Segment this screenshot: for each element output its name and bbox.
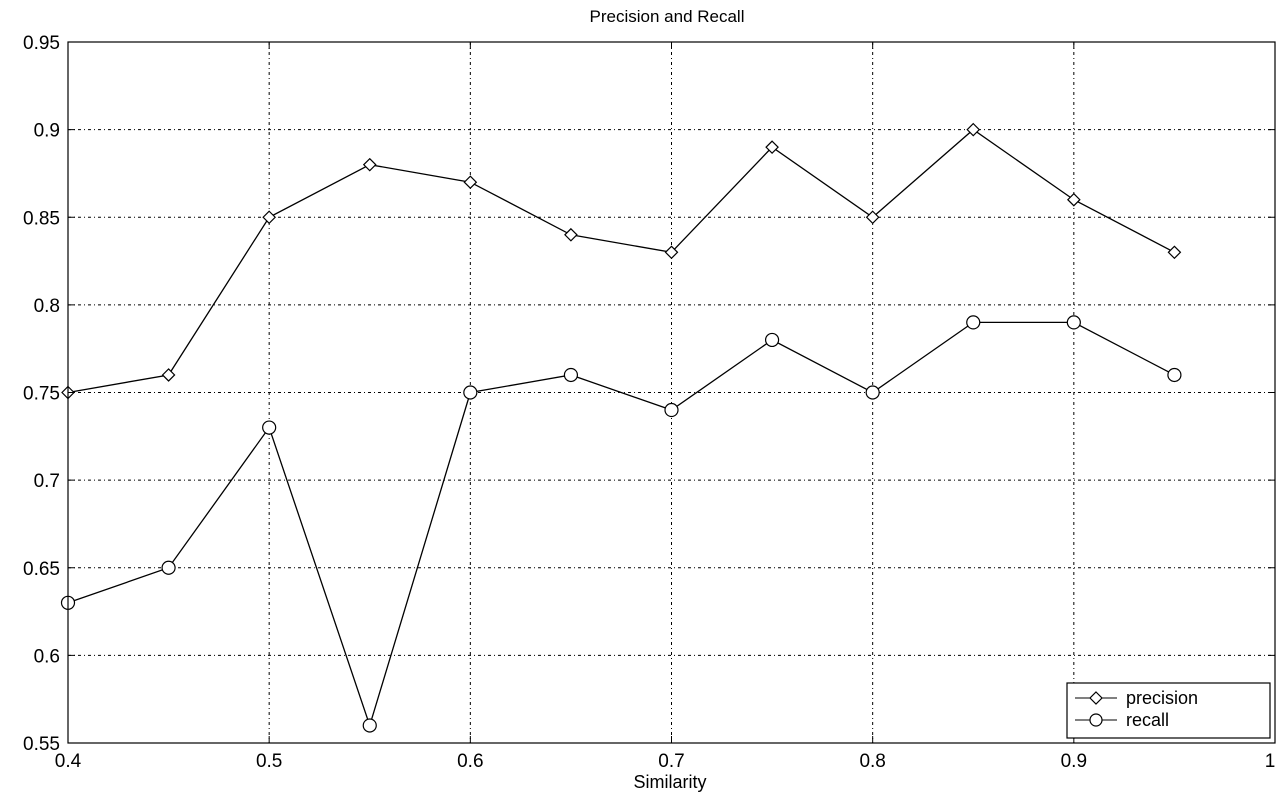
recall-point [463,385,478,400]
y-tick-label: 0.65 [23,559,60,580]
y-tick-label: 0.9 [34,121,60,142]
precision-point [564,227,578,242]
recall-point [664,402,679,418]
x-axis-label: Similarity [633,772,706,792]
precision-point [1066,192,1081,207]
x-tick-label: 0.9 [1061,751,1087,772]
y-tick-label: 0.6 [34,646,60,667]
series-layer [60,122,1182,733]
recall-point [262,420,277,435]
x-tick-label: 0.5 [256,751,282,772]
legend-precision-label: precision [1126,688,1198,708]
recall-point [362,718,377,733]
recall-line [67,321,1175,728]
recall-point [1167,367,1182,383]
precision-point [1167,245,1182,260]
y-tick-label: 0.85 [23,208,60,229]
x-tick-label: 0.8 [859,751,885,772]
ticks: 0.4 0.5 0.6 0.7 0.8 0.9 1 0.55 0.6 0.65 0.7 0.75 0.8… [23,33,1276,772]
precision-point [865,210,880,225]
precision-point [463,175,478,190]
legend-recall-marker [1089,713,1103,727]
recall-point [764,332,780,348]
y-tick-label: 0.95 [23,33,60,54]
x-tick-label: 0.4 [55,751,82,772]
x-tick-label: 0.6 [457,751,483,772]
precision-point [966,122,981,137]
legend-recall-label: recall [1126,710,1169,730]
precision-point [362,157,377,172]
precision-point [664,245,679,260]
recall-point [1066,315,1081,330]
precision-point [262,210,277,225]
y-tick-label: 0.75 [23,384,60,405]
recall-point [161,560,176,575]
legend-precision-marker [1089,691,1103,705]
recall-point [563,367,579,383]
precision-point [765,140,779,154]
recall-point [865,385,880,400]
precision-line [67,128,1175,394]
y-tick-label: 0.7 [34,471,60,492]
y-tick-label: 0.55 [23,734,60,755]
x-tick-label: 0.7 [658,751,684,772]
recall-point [966,315,981,330]
y-tick-label: 0.8 [34,296,60,317]
legend: precision recall [1066,682,1271,739]
chart-title: Precision and Recall [590,7,745,26]
precision-point [161,368,176,382]
legend-box [1066,682,1271,739]
x-tick-label: 1 [1265,751,1276,772]
